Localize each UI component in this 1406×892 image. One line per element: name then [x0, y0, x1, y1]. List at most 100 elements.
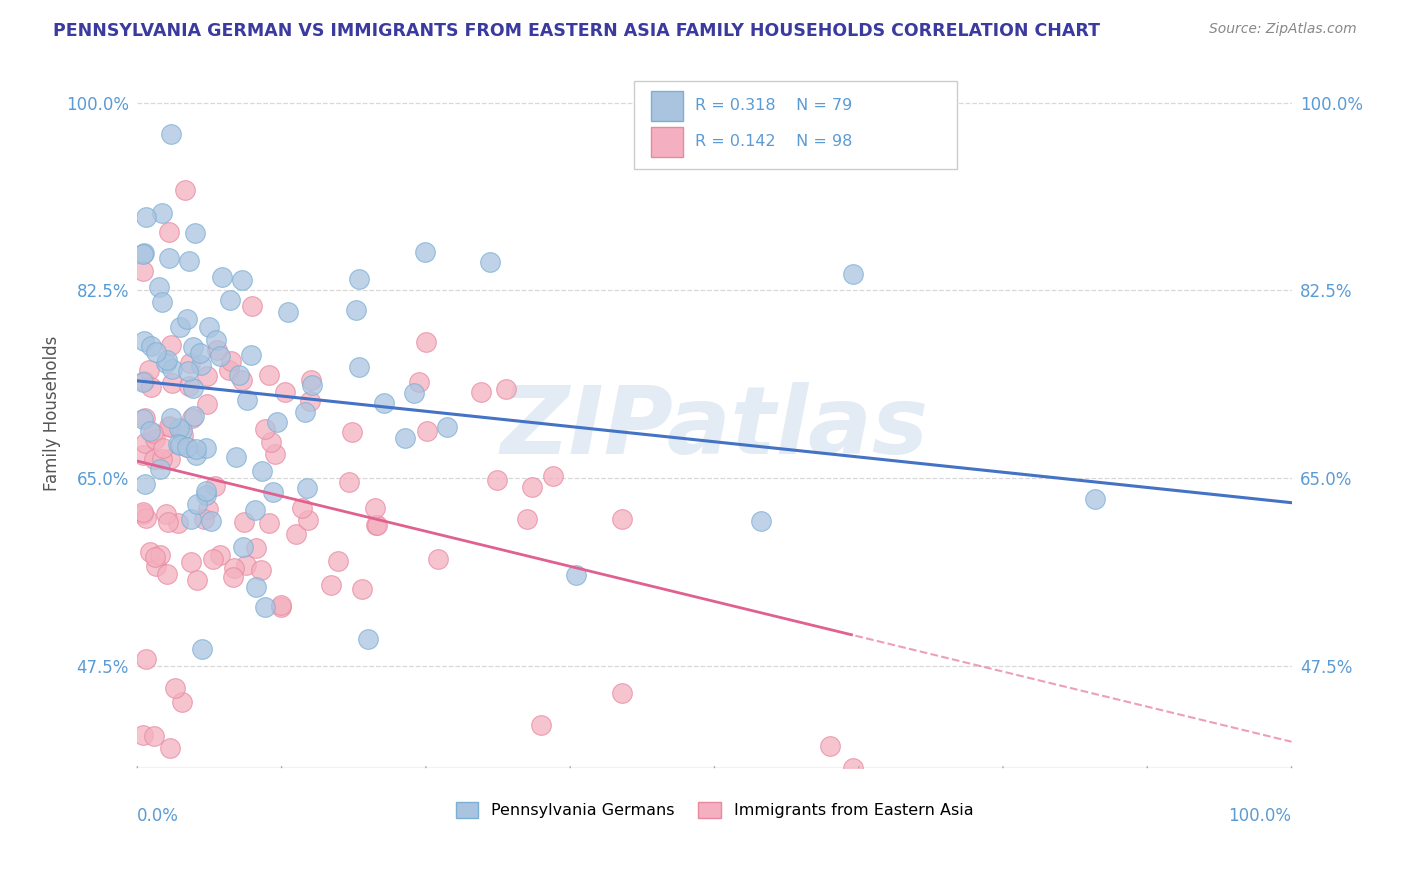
Point [174, 183, 197, 197]
Text: Source: ZipAtlas.com: Source: ZipAtlas.com [1209, 22, 1357, 37]
Point [340, 425, 363, 439]
Point [176, 312, 198, 326]
Point [134, 477, 156, 491]
Point [145, 345, 167, 359]
Point [277, 305, 299, 319]
Point [148, 462, 170, 476]
Point [818, 739, 841, 754]
Point [181, 410, 204, 425]
Point [132, 412, 155, 426]
Point [495, 382, 517, 396]
Point [160, 376, 183, 391]
Point [294, 405, 316, 419]
Text: 100.0%: 100.0% [1229, 806, 1292, 824]
Point [180, 555, 202, 569]
Point [132, 508, 155, 522]
Point [231, 273, 253, 287]
Point [194, 488, 217, 502]
Point [159, 451, 181, 466]
Point [135, 210, 157, 224]
Point [176, 440, 198, 454]
Text: R = 0.318    N = 79: R = 0.318 N = 79 [695, 98, 852, 113]
Point [565, 782, 588, 797]
Point [211, 270, 233, 285]
Point [262, 484, 284, 499]
Point [245, 541, 267, 555]
Point [436, 420, 458, 434]
Point [176, 440, 198, 454]
Point [485, 473, 508, 487]
Point [194, 483, 217, 498]
Point [132, 264, 155, 278]
Point [201, 552, 224, 566]
Text: PENNSYLVANIA GERMAN VS IMMIGRANTS FROM EASTERN ASIA FAMILY HOUSEHOLDS CORRELATIO: PENNSYLVANIA GERMAN VS IMMIGRANTS FROM E… [53, 22, 1101, 40]
Point [298, 393, 321, 408]
Point [270, 599, 292, 614]
FancyBboxPatch shape [634, 81, 957, 169]
Point [155, 356, 177, 370]
Point [415, 335, 437, 350]
Point [152, 441, 174, 455]
Point [157, 251, 180, 265]
Point [541, 468, 564, 483]
Point [530, 718, 553, 732]
Point [183, 409, 205, 424]
Point [470, 385, 492, 400]
Point [169, 438, 191, 452]
Point [364, 501, 387, 516]
Point [139, 380, 162, 394]
Point [326, 554, 349, 568]
Point [134, 435, 156, 450]
Point [150, 451, 173, 466]
Point [749, 514, 772, 528]
Legend: Pennsylvania Germans, Immigrants from Eastern Asia: Pennsylvania Germans, Immigrants from Ea… [450, 796, 980, 825]
Point [520, 480, 543, 494]
Point [274, 385, 297, 400]
Point [228, 368, 250, 382]
Point [291, 501, 314, 516]
Point [297, 481, 319, 495]
Point [188, 346, 211, 360]
Point [195, 397, 218, 411]
Point [132, 334, 155, 348]
Point [263, 447, 285, 461]
Point [257, 516, 280, 530]
Point [266, 416, 288, 430]
Point [416, 424, 439, 438]
Point [413, 245, 436, 260]
Point [218, 362, 240, 376]
Point [357, 632, 380, 646]
Point [132, 505, 155, 519]
Point [132, 375, 155, 389]
Point [349, 359, 371, 374]
Point [231, 373, 253, 387]
Point [301, 378, 323, 392]
Point [150, 205, 173, 219]
Point [344, 302, 367, 317]
Point [205, 333, 228, 347]
Point [240, 299, 263, 313]
Point [408, 375, 430, 389]
Point [169, 420, 191, 434]
Point [190, 642, 212, 657]
Point [254, 599, 277, 614]
Point [157, 225, 180, 239]
Y-axis label: Family Households: Family Households [44, 336, 60, 491]
Point [184, 227, 207, 241]
Point [209, 350, 232, 364]
Point [222, 570, 245, 584]
Point [426, 552, 449, 566]
Point [565, 567, 588, 582]
Point [145, 432, 167, 446]
Point [157, 515, 180, 529]
Point [195, 368, 218, 383]
Point [138, 362, 160, 376]
Point [270, 599, 292, 613]
Point [186, 442, 208, 457]
Point [208, 549, 231, 563]
Point [181, 380, 204, 394]
Point [172, 427, 194, 442]
Point [197, 320, 219, 334]
Point [132, 728, 155, 742]
Point [319, 578, 342, 592]
